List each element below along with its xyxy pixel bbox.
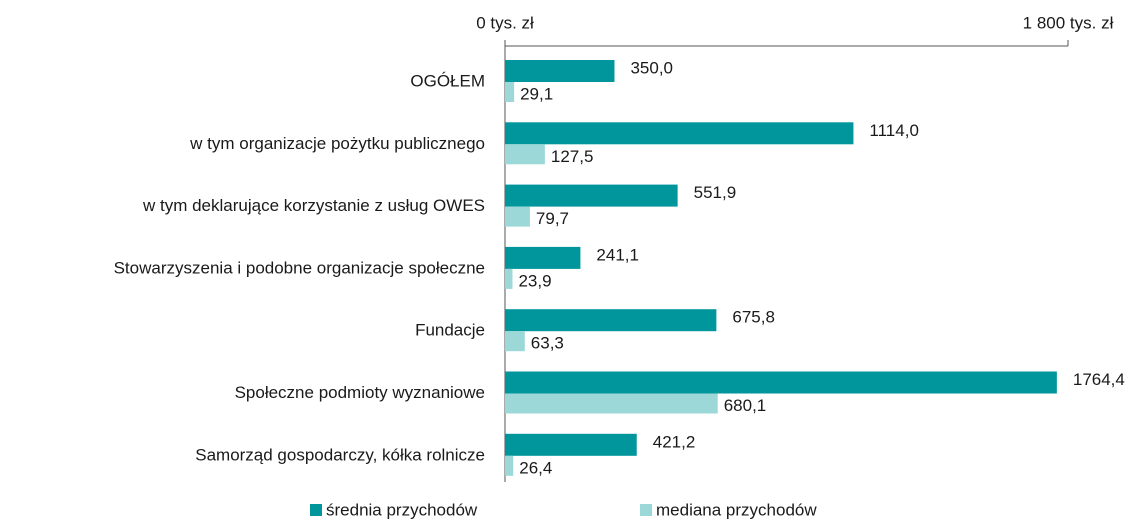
category-label: Społeczne podmioty wyznaniowe — [235, 383, 485, 402]
bar — [505, 206, 530, 227]
category-label: OGÓŁEM — [410, 71, 485, 90]
value-label: 680,1 — [724, 396, 767, 415]
value-label: 79,7 — [536, 209, 569, 228]
bar — [505, 331, 525, 352]
value-label: 675,8 — [732, 308, 775, 327]
bar — [505, 246, 581, 269]
legend-label: mediana przychodów — [656, 500, 817, 519]
x-tick-label: 1 800 tys. zł — [1023, 13, 1114, 32]
value-label: 63,3 — [531, 334, 564, 353]
value-label: 551,9 — [694, 183, 737, 202]
bar — [505, 60, 615, 82]
category-label: Samorząd gospodarczy, kółka rolnicze — [195, 445, 485, 464]
legend-swatch — [310, 504, 322, 516]
bar — [505, 82, 515, 102]
bar — [505, 268, 513, 289]
value-label: 29,1 — [520, 84, 553, 103]
x-tick-label: 0 tys. zł — [476, 13, 534, 32]
value-label: 421,2 — [653, 432, 696, 451]
value-label: 350,0 — [630, 58, 673, 77]
value-label: 26,4 — [519, 458, 552, 477]
category-label: Fundacje — [415, 321, 485, 340]
legend-label: średnia przychodów — [326, 500, 478, 519]
bar — [505, 455, 514, 476]
bar — [505, 393, 718, 414]
value-label: 127,5 — [551, 147, 594, 166]
category-label: w tym deklarujące korzystanie z usług OW… — [142, 196, 485, 215]
category-label: w tym organizacje pożytku publicznego — [189, 134, 485, 153]
value-label: 241,1 — [596, 245, 639, 264]
legend-swatch — [640, 504, 652, 516]
category-label: Stowarzyszenia i podobne organizacje spo… — [114, 258, 485, 277]
bar — [505, 371, 1057, 394]
bar — [505, 309, 717, 332]
value-label: 1764,4 — [1073, 370, 1125, 389]
value-label: 1114,0 — [869, 121, 918, 140]
bar — [505, 122, 854, 145]
value-label: 23,9 — [518, 271, 551, 290]
bar — [505, 433, 637, 456]
bar — [505, 144, 545, 165]
bar — [505, 184, 678, 207]
